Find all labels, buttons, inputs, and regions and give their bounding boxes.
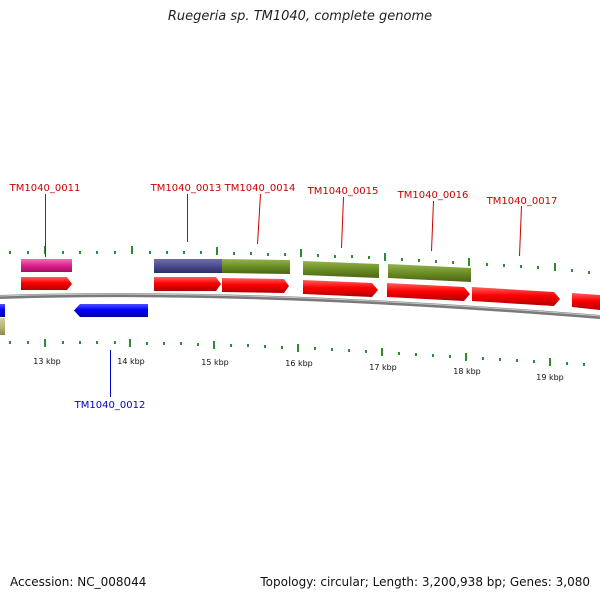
gene-0010-arrow [0, 304, 5, 317]
gene-0012-arrow [74, 304, 148, 317]
scale-label-19: 19 kbp [536, 373, 564, 382]
gene-label-0012: TM1040_0012 [74, 400, 146, 411]
gene-label-0017: TM1040_0017 [486, 196, 558, 207]
accession-text: Accession: NC_008044 [10, 575, 147, 589]
gene-0011-arrow [21, 277, 72, 290]
gene-0015-arrow [303, 280, 378, 297]
scale-label-14: 14 kbp [117, 357, 145, 366]
label-leaders [45, 193, 522, 397]
outer-tick-row [9, 246, 590, 274]
cog-block-gene-0014 [222, 259, 290, 274]
genome-backbone [0, 293, 600, 319]
gene-0016-arrow [387, 283, 470, 301]
reverse-gene-track [0, 304, 148, 317]
scale-label-16: 16 kbp [285, 359, 313, 368]
cog-block-gene-0015 [303, 261, 379, 278]
gene-0013-arrow [154, 277, 221, 291]
gene-label-0015: TM1040_0015 [307, 186, 379, 197]
gene-labels: TM1040_0011 TM1040_0013 TM1040_0014 TM10… [9, 183, 558, 411]
gene-0017-arrow [472, 287, 560, 306]
gene-label-0014: TM1040_0014 [224, 183, 296, 194]
cog-block-gene-0013 [154, 259, 222, 273]
scale-label-18: 18 kbp [453, 367, 481, 376]
cog-block-gene-0012 [0, 318, 5, 335]
cog-block-gene-0016 [388, 264, 471, 282]
forward-gene-track [21, 277, 600, 310]
cog-track [0, 259, 471, 335]
gene-0018-arrow [572, 293, 600, 310]
cog-block-gene-0011 [21, 259, 72, 272]
scale-label-13: 13 kbp [33, 357, 61, 366]
map-title: Ruegeria sp. TM1040, complete genome [167, 9, 433, 24]
gene-0014-arrow [222, 278, 289, 293]
scale-label-15: 15 kbp [201, 358, 229, 367]
scale-labels: 13 kbp 14 kbp 15 kbp 16 kbp 17 kbp 18 kb… [33, 357, 564, 382]
topology-summary: Topology: circular; Length: 3,200,938 bp… [260, 575, 590, 589]
inner-tick-row [9, 339, 585, 366]
gene-label-0011: TM1040_0011 [9, 183, 81, 194]
scale-label-17: 17 kbp [369, 363, 397, 372]
gene-label-0013: TM1040_0013 [150, 183, 222, 194]
gene-label-0016: TM1040_0016 [397, 190, 469, 201]
